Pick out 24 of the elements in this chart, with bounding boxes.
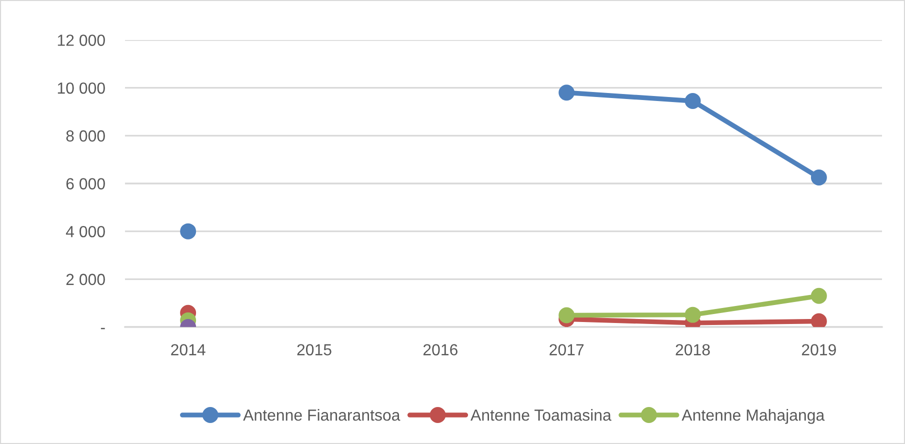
point — [810, 288, 827, 304]
y-tick-label: 2 000 — [66, 274, 105, 286]
point — [684, 306, 701, 323]
legend-label: Antenne Toamasina — [470, 409, 612, 421]
point — [684, 93, 701, 109]
point — [810, 170, 827, 186]
y-tick-label: 10 000 — [58, 82, 105, 94]
y-tick-label: 12 000 — [58, 34, 105, 46]
point — [558, 84, 575, 101]
x-tick-label: 2014 — [171, 344, 206, 356]
legend-label: Antenne Mahajanga — [682, 409, 825, 424]
legend-label: Antenne Fianarantsoa — [243, 409, 400, 421]
point — [558, 307, 575, 324]
y-tick-label: 6 000 — [66, 178, 105, 190]
x-tick-label: 2017 — [550, 344, 584, 356]
x-tick-label: 2015 — [297, 344, 332, 356]
x-tick-label: 2016 — [423, 344, 458, 356]
point — [810, 313, 827, 327]
point — [180, 223, 196, 240]
y-tick-label: 8 000 — [66, 130, 105, 142]
x-tick-label: 2018 — [676, 344, 710, 356]
x-tick-label: 2019 — [802, 344, 836, 356]
y-tick-label: 4 000 — [66, 226, 105, 238]
y-tick-label: - — [100, 328, 105, 330]
